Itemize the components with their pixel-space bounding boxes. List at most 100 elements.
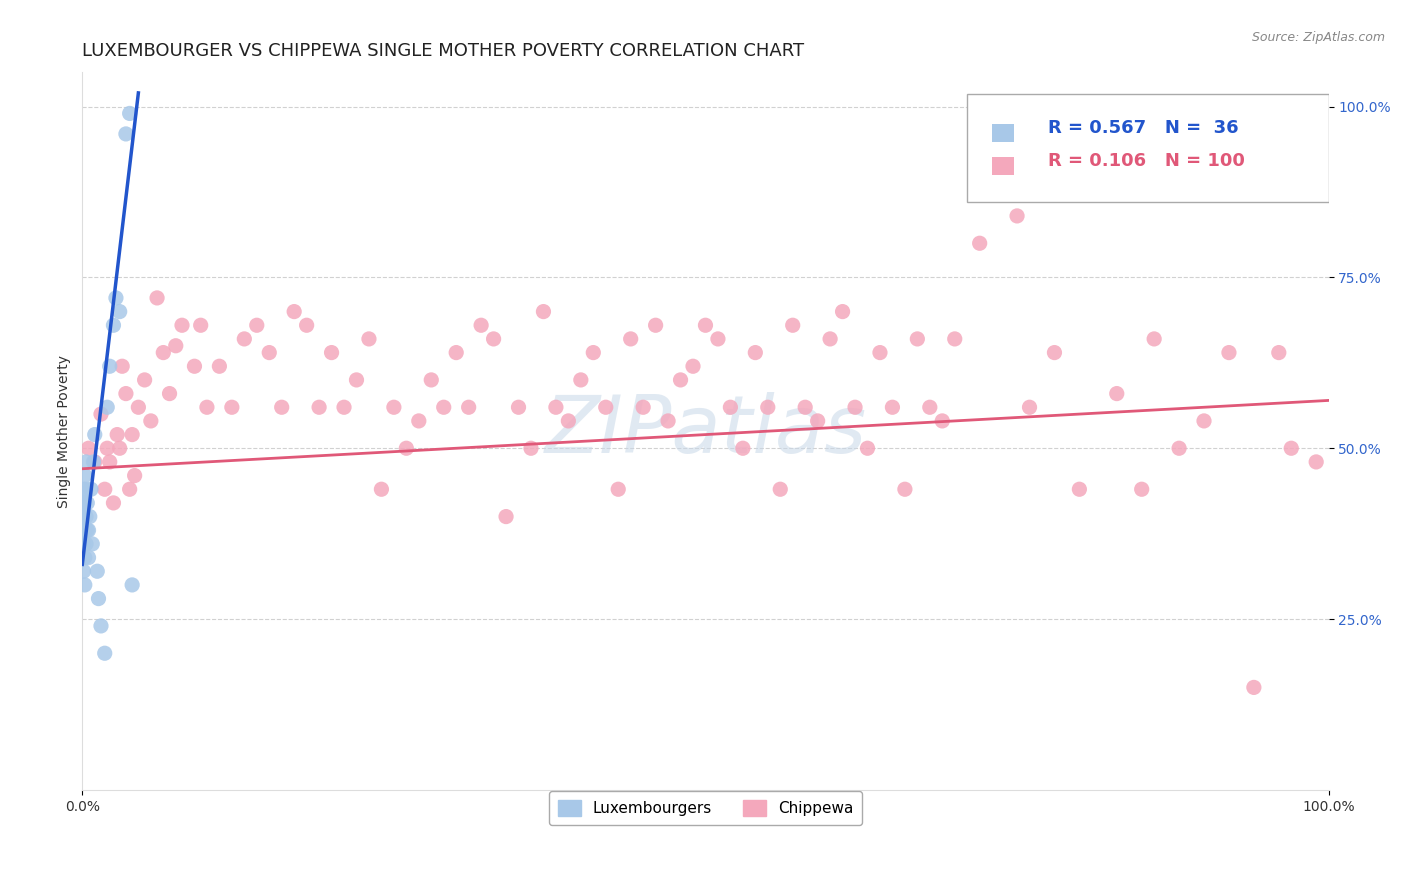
Point bbox=[233, 332, 256, 346]
Point bbox=[190, 318, 212, 333]
Point bbox=[76, 523, 98, 537]
Point bbox=[108, 304, 131, 318]
Point bbox=[831, 304, 853, 318]
Point bbox=[90, 619, 112, 633]
Point bbox=[139, 414, 162, 428]
Point bbox=[118, 106, 141, 120]
Point bbox=[118, 482, 141, 496]
Point bbox=[631, 401, 654, 415]
Point bbox=[321, 345, 343, 359]
Point bbox=[115, 386, 138, 401]
FancyBboxPatch shape bbox=[993, 125, 1014, 143]
Point bbox=[818, 332, 841, 346]
Point bbox=[669, 373, 692, 387]
Point bbox=[283, 304, 305, 318]
Point bbox=[607, 482, 630, 496]
Point bbox=[87, 591, 110, 606]
Point bbox=[127, 401, 149, 415]
Point bbox=[115, 127, 138, 141]
Point bbox=[165, 339, 187, 353]
Point bbox=[370, 482, 392, 496]
Point bbox=[782, 318, 804, 333]
Point bbox=[73, 578, 96, 592]
Point bbox=[769, 482, 792, 496]
Text: Source: ZipAtlas.com: Source: ZipAtlas.com bbox=[1251, 31, 1385, 45]
Point bbox=[1005, 209, 1028, 223]
Point bbox=[520, 442, 543, 456]
Point bbox=[308, 401, 330, 415]
Point bbox=[77, 442, 100, 456]
FancyBboxPatch shape bbox=[993, 157, 1014, 175]
Point bbox=[121, 427, 143, 442]
Point bbox=[444, 345, 467, 359]
Point bbox=[1130, 482, 1153, 496]
Point bbox=[221, 401, 243, 415]
Point bbox=[731, 442, 754, 456]
Point bbox=[420, 373, 443, 387]
Point bbox=[98, 455, 121, 469]
Point bbox=[159, 386, 181, 401]
Point bbox=[295, 318, 318, 333]
Point bbox=[905, 332, 928, 346]
Point bbox=[183, 359, 205, 374]
Point bbox=[90, 407, 112, 421]
Point bbox=[533, 304, 555, 318]
Point bbox=[1069, 482, 1091, 496]
Point bbox=[121, 578, 143, 592]
Point bbox=[482, 332, 505, 346]
Point bbox=[1043, 345, 1066, 359]
Point bbox=[582, 345, 605, 359]
Point bbox=[82, 537, 104, 551]
Point bbox=[357, 332, 380, 346]
Point bbox=[73, 550, 96, 565]
Point bbox=[103, 496, 125, 510]
Point bbox=[257, 345, 280, 359]
Point bbox=[569, 373, 592, 387]
Point bbox=[943, 332, 966, 346]
Point bbox=[83, 455, 105, 469]
Point bbox=[794, 401, 817, 415]
Point bbox=[72, 564, 94, 578]
Point bbox=[75, 455, 97, 469]
Point bbox=[72, 523, 94, 537]
Point bbox=[844, 401, 866, 415]
Point bbox=[1105, 386, 1128, 401]
Text: R = 0.567   N =  36: R = 0.567 N = 36 bbox=[1049, 120, 1239, 137]
Y-axis label: Single Mother Poverty: Single Mother Poverty bbox=[58, 355, 72, 508]
Point bbox=[495, 509, 517, 524]
Point bbox=[856, 442, 879, 456]
Text: LUXEMBOURGER VS CHIPPEWA SINGLE MOTHER POVERTY CORRELATION CHART: LUXEMBOURGER VS CHIPPEWA SINGLE MOTHER P… bbox=[83, 42, 804, 60]
Point bbox=[557, 414, 579, 428]
Point bbox=[1305, 455, 1327, 469]
Point bbox=[931, 414, 953, 428]
Point bbox=[96, 401, 118, 415]
Point bbox=[72, 537, 94, 551]
Point bbox=[408, 414, 430, 428]
Point bbox=[508, 401, 530, 415]
Text: ZIPatlas: ZIPatlas bbox=[544, 392, 866, 470]
Point bbox=[86, 564, 108, 578]
FancyBboxPatch shape bbox=[967, 94, 1329, 202]
Point bbox=[246, 318, 269, 333]
Point bbox=[134, 373, 156, 387]
Point bbox=[80, 482, 103, 496]
Legend: Luxembourgers, Chippewa: Luxembourgers, Chippewa bbox=[548, 791, 862, 825]
Point bbox=[93, 482, 115, 496]
Point bbox=[77, 523, 100, 537]
Point bbox=[76, 496, 98, 510]
Point bbox=[75, 482, 97, 496]
Point bbox=[83, 427, 105, 442]
Point bbox=[83, 455, 105, 469]
Point bbox=[382, 401, 405, 415]
Point bbox=[195, 401, 218, 415]
Point bbox=[152, 345, 174, 359]
Point bbox=[807, 414, 830, 428]
Point bbox=[918, 401, 941, 415]
Point bbox=[208, 359, 231, 374]
Point bbox=[1279, 442, 1302, 456]
Point bbox=[346, 373, 368, 387]
Point bbox=[869, 345, 891, 359]
Point bbox=[103, 318, 125, 333]
Point bbox=[395, 442, 418, 456]
Point bbox=[882, 401, 904, 415]
